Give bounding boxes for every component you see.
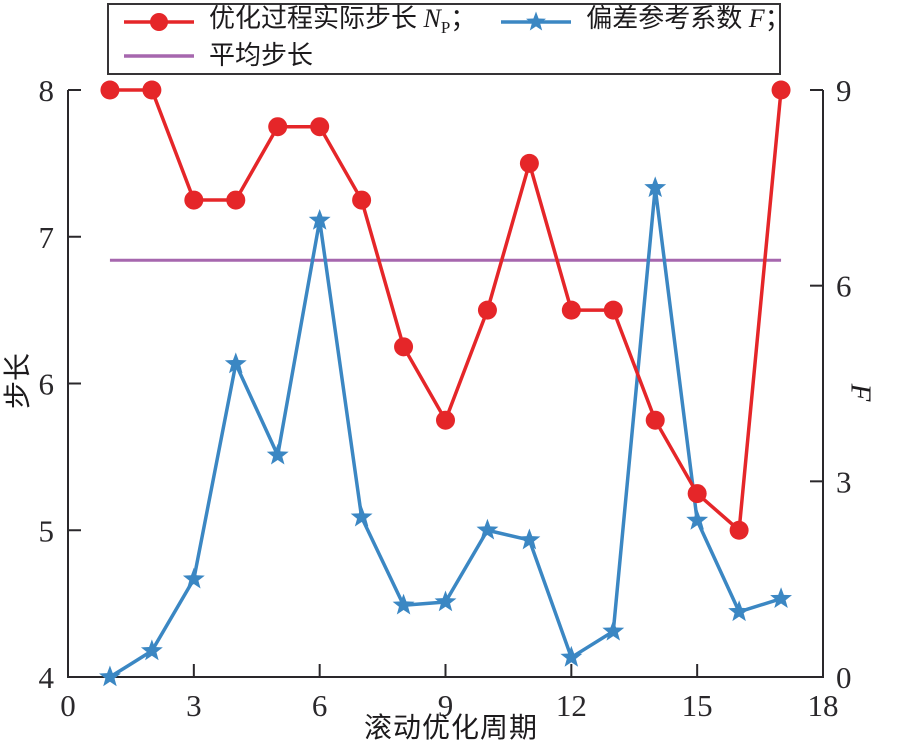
np-marker <box>645 410 665 430</box>
x-tick-label: 0 <box>60 688 76 723</box>
f-marker <box>308 208 331 230</box>
x-tick-label: 12 <box>556 688 587 723</box>
np-marker <box>226 190 246 210</box>
legend-row-1: 优化过程实际步长 NP； 偏差参考系数 F； <box>121 6 791 39</box>
f-marker <box>602 619 625 641</box>
x-tick-label: 15 <box>682 688 713 723</box>
np-marker <box>436 410 455 430</box>
np-marker <box>519 153 539 173</box>
np-marker <box>394 337 414 357</box>
x-tick-label: 9 <box>438 688 454 723</box>
np-marker <box>268 117 288 137</box>
np-marker <box>477 300 497 320</box>
np-marker <box>603 300 623 320</box>
left-tick-label: 6 <box>39 367 55 402</box>
right-tick-label: 3 <box>836 464 852 499</box>
np-marker <box>561 300 581 320</box>
np-line-marker-icon <box>124 13 194 31</box>
np-marker <box>100 80 120 100</box>
x-tick-label: 18 <box>808 688 839 723</box>
f-marker <box>518 528 541 550</box>
f-marker <box>434 590 457 612</box>
legend-label-f: 偏差参考系数 F； <box>586 4 791 34</box>
np-marker <box>771 80 791 100</box>
np-marker <box>687 484 707 504</box>
f-marker <box>266 443 289 465</box>
f-marker <box>560 645 583 667</box>
x-axis-label: 滚动优化周期 <box>363 713 538 744</box>
legend-item-avg: 平均步长 <box>121 43 313 69</box>
x-tick-label: 6 <box>312 688 328 723</box>
left-tick-label: 8 <box>39 73 55 108</box>
avg-line-icon <box>124 54 194 58</box>
left-tick-label: 4 <box>39 660 55 695</box>
np-marker <box>142 80 162 100</box>
right-tick-label: 0 <box>836 660 852 695</box>
f-legend-marker <box>526 11 547 31</box>
f-marker <box>476 518 499 540</box>
f-marker <box>392 593 415 615</box>
legend-item-np: 优化过程实际步长 NP； <box>121 6 476 37</box>
right-tick-label: 9 <box>836 73 852 108</box>
np-marker <box>352 190 372 210</box>
f-line-star-icon <box>501 11 572 31</box>
f-marker <box>99 665 121 687</box>
np-legend-marker <box>150 13 168 31</box>
f-marker <box>140 639 163 661</box>
np-marker <box>184 190 204 210</box>
legend-row-2: 平均步长 <box>121 40 779 73</box>
right-tick-label: 6 <box>836 269 852 304</box>
legend-item-f: 偏差参考系数 F； <box>498 4 791 37</box>
y-axis-label-right: F <box>844 383 877 402</box>
f-marker <box>728 600 751 622</box>
y-axis-label-left: 步长 <box>3 353 34 410</box>
legend: 优化过程实际步长 NP； 偏差参考系数 F； 平均步长 <box>107 3 791 75</box>
legend-label-np: 优化过程实际步长 NP； <box>209 4 477 38</box>
left-tick-label: 5 <box>39 513 55 548</box>
np-line <box>109 88 783 532</box>
legend-label-avg: 平均步长 <box>209 41 314 70</box>
f-marker <box>686 508 709 530</box>
left-tick-label: 7 <box>39 220 55 255</box>
f-marker <box>182 567 205 589</box>
np-marker <box>310 117 330 137</box>
f-marker <box>224 352 247 374</box>
x-tick-label: 3 <box>186 688 202 723</box>
f-marker <box>644 176 667 198</box>
f-marker <box>350 505 373 527</box>
f-marker <box>770 587 792 609</box>
np-marker <box>729 520 749 540</box>
